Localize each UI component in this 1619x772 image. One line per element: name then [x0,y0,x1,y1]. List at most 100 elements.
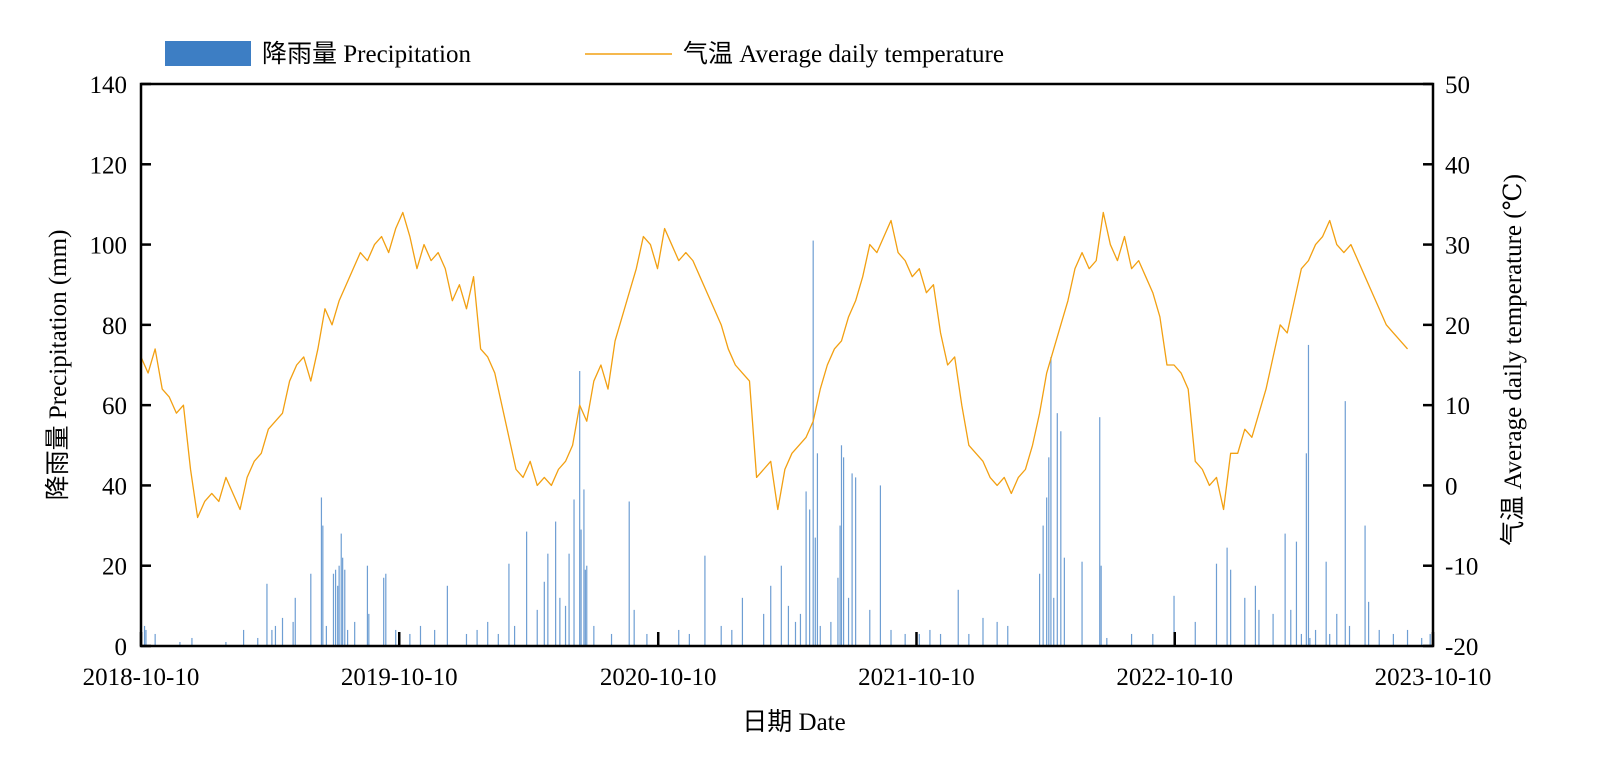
precipitation-bar [334,569,337,646]
precipitation-bar [1258,609,1260,646]
precipitation-bar [1364,525,1366,646]
right-y-tick-label: 40 [1445,152,1470,179]
precipitation-bar [395,629,397,646]
x-axis: 2018-10-10 2019-10-10 2020-10-10 2021-10-10… [83,632,1492,691]
right-y-tick-label: -20 [1445,634,1478,661]
precipitation-bar [731,629,733,646]
precipitation-bar [543,581,545,646]
x-axis-title: 日期 Date [742,709,845,736]
precipitation-bar [383,577,385,646]
right-y-axis-title: 气温 Average daily temperature (℃) [1499,174,1527,546]
precipitation-bar [1046,497,1048,646]
right-y-tick-label: 30 [1445,233,1470,260]
precipitation-bars [143,240,1431,646]
precipitation-bar [1336,613,1338,646]
precipitation-bar [830,621,832,646]
precipitation-bar [257,637,259,646]
precipitation-bar [476,629,478,646]
precipitation-bar [1130,633,1133,646]
precipitation-bar [586,565,588,646]
precipitation-bar [1314,629,1317,646]
precipitation-bar [281,617,284,646]
precipitation-bar [434,629,436,646]
precipitation-bar [816,453,819,646]
precipitation-bar [1042,525,1044,646]
precipitation-bar [266,583,268,646]
precipitation-bar [1099,417,1101,646]
temperature-line [140,211,1409,519]
legend-temperature-label: 气温 Average daily temperature [683,40,1004,68]
precipitation-bar [340,533,342,646]
temperature-line-layer [140,211,1409,519]
left-y-tick-label: 140 [90,72,128,99]
precipitation-bar [508,563,510,646]
precipitation-bar [271,629,273,646]
precipitation-bar [794,621,797,646]
right-y-tick-label: 50 [1445,72,1470,99]
precipitation-bar [1307,344,1310,646]
precipitation-bar [368,613,370,646]
precipitation-bar [366,565,369,646]
precipitation-bar [741,597,744,646]
precipitation-bar [179,641,181,646]
left-y-axis-title: 降雨量 Precipitation (mm) [44,230,72,501]
precipitation-bar [154,633,156,646]
precipitation-bar [688,633,690,646]
precipitation-bar [628,501,630,646]
legend-precipitation-label: 降雨量 Precipitation [262,40,471,68]
precipitation-bar [819,625,821,646]
precipitation-bar [354,621,356,646]
precipitation-bar [145,629,147,646]
precipitation-bar [191,637,193,646]
left-y-tick-label: 0 [115,634,128,661]
precipitation-bar [1007,625,1009,646]
precipitation-bar [957,589,959,646]
precipitation-bar [1226,547,1228,646]
precipitation-bar [939,633,942,646]
precipitation-bar [770,585,772,646]
precipitation-bar [1081,561,1083,646]
precipitation-bar [646,633,648,646]
precipitation-bar [310,573,312,646]
precipitation-bar [1368,601,1370,646]
precipitation-bar [225,641,227,646]
x-tick-label: 2018-10-10 [83,664,200,691]
left-y-tick-label: 40 [102,473,127,500]
x-tick-label: 2023-10-10 [1375,664,1492,691]
precipitation-bar [573,499,575,646]
precipitation-bar [465,633,468,646]
precipitation-bar [1348,625,1351,646]
precipitation-bar [1173,595,1175,646]
legend-precipitation-swatch [165,41,251,66]
precipitation-bar [996,621,998,646]
precipitation-bar [555,521,557,646]
precipitation-bar [855,477,857,646]
precipitation-bar [805,491,807,646]
precipitation-bar [812,240,814,646]
right-y-tick-label: 20 [1445,313,1470,340]
precipitation-bar [143,625,146,646]
precipitation-bar [1215,563,1218,646]
precipitation-bar [968,633,970,646]
precipitation-bar [1325,561,1327,646]
left-y-tick-label: 20 [102,554,127,581]
precipitation-bar [1300,633,1302,646]
precipitation-bar [1152,633,1154,646]
precipitation-bar [243,629,245,646]
precipitation-bar [332,573,335,646]
precipitation-bar [1100,565,1102,646]
precipitation-bar [851,473,853,646]
precipitation-bar [678,629,680,646]
precipitation-bar [1429,633,1431,646]
precipitation-bar [487,621,489,646]
precipitation-bar [322,525,324,646]
precipitation-bar [568,553,570,646]
precipitation-bar [1406,629,1409,646]
precipitation-bar [904,633,906,646]
precipitation-bar [633,609,635,646]
precipitation-bar [419,625,422,646]
precipitation-bar [869,609,871,646]
precipitation-bar [1284,533,1286,646]
x-tick-label: 2021-10-10 [858,664,975,691]
precipitation-bar [536,609,538,646]
